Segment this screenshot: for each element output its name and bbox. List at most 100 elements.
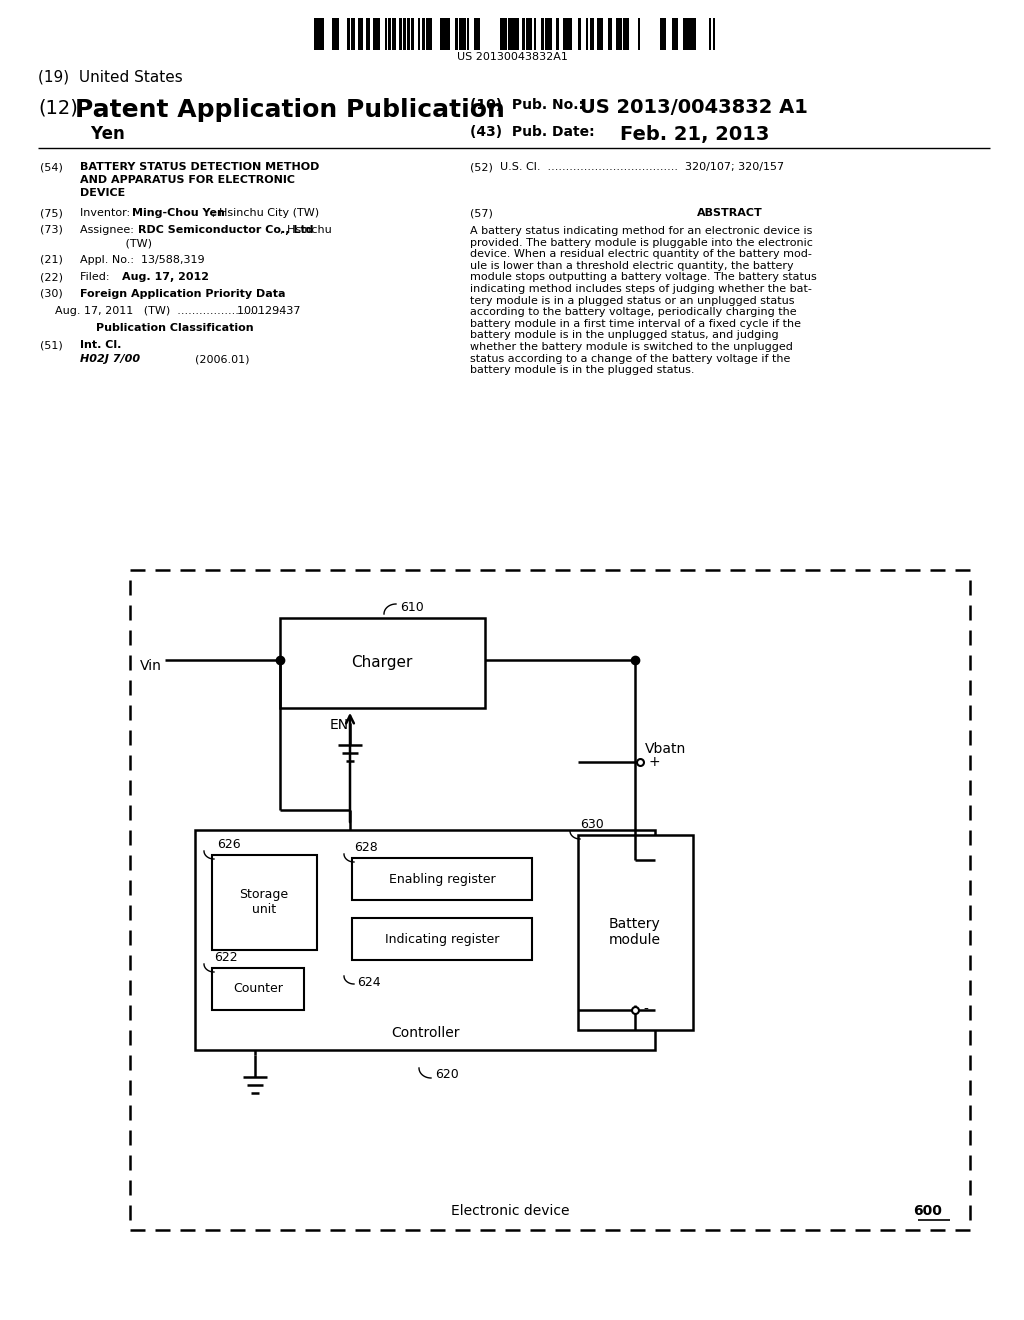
Text: Yen: Yen [68,125,125,143]
Bar [675,18,678,50]
Text: 622: 622 [214,950,238,964]
Bar [601,18,603,50]
Text: , Hsinchu: , Hsinchu [280,224,332,235]
Bar [541,18,544,50]
Bar [440,18,443,50]
Bar [578,836,693,1030]
Text: Enabling register: Enabling register [389,873,496,886]
Bar [672,18,676,50]
Bar [683,18,687,50]
Bar [313,18,316,50]
Bar [352,858,532,900]
Text: Patent Application Publication: Patent Application Publication [75,98,505,121]
Bar [463,18,466,50]
Text: Inventor:: Inventor: [80,209,137,218]
Bar [686,18,690,50]
Text: BATTERY STATUS DETECTION METHOD: BATTERY STATUS DETECTION METHOD [80,162,319,172]
Text: +: + [648,755,659,770]
Bar [627,18,629,50]
Text: (73): (73) [40,224,62,235]
Bar [522,18,525,50]
Bar [709,18,711,50]
Bar [333,18,336,50]
Bar [511,18,515,50]
Bar [130,570,970,1230]
Text: Feb. 21, 2013: Feb. 21, 2013 [620,125,769,144]
Bar [526,18,530,50]
Text: Electronic device: Electronic device [451,1204,569,1218]
Text: 610: 610 [400,601,424,614]
Text: RDC Semiconductor Co., Ltd: RDC Semiconductor Co., Ltd [138,224,313,235]
Bar [623,18,627,50]
Bar [467,18,469,50]
Text: 626: 626 [217,838,241,851]
Bar [422,18,425,50]
Text: ABSTRACT: ABSTRACT [697,209,763,218]
Bar [456,18,458,50]
Text: (52): (52) [470,162,493,172]
Bar [549,18,552,50]
Bar [377,18,380,50]
Text: (22): (22) [40,272,63,282]
Bar [615,18,620,50]
Bar [529,18,532,50]
Bar [508,18,511,50]
Text: Appl. No.:  13/588,319: Appl. No.: 13/588,319 [80,255,205,265]
Text: A battery status indicating method for an electronic device is
provided. The bat: A battery status indicating method for a… [470,226,817,375]
Bar [515,18,519,50]
Bar [317,18,322,50]
Text: 100129437: 100129437 [230,306,300,315]
Bar [474,18,478,50]
Text: 628: 628 [354,841,378,854]
Bar [597,18,601,50]
Text: (43)  Pub. Date:: (43) Pub. Date: [470,125,595,139]
Bar [351,18,355,50]
Bar [322,18,325,50]
Text: Counter: Counter [233,982,283,995]
Bar [429,18,432,50]
Text: (19)  United States: (19) United States [38,70,182,84]
Bar [534,18,536,50]
Text: Vin: Vin [140,659,162,673]
Bar [608,18,612,50]
Bar [586,18,588,50]
Bar [374,18,377,50]
Bar [403,18,406,50]
Text: Controller: Controller [391,1026,459,1040]
Text: Indicating register: Indicating register [385,932,499,945]
Bar [212,968,304,1010]
Bar [556,18,559,50]
Bar [392,18,396,50]
Text: DEVICE: DEVICE [80,187,125,198]
Text: 624: 624 [357,975,381,989]
Bar [665,18,667,50]
Text: 600: 600 [913,1204,942,1218]
Text: (2006.01): (2006.01) [160,354,250,364]
Text: Storage
unit: Storage unit [240,888,289,916]
Bar [567,18,571,50]
Text: US 2013/0043832 A1: US 2013/0043832 A1 [580,98,808,117]
Bar [195,830,655,1049]
Text: (57): (57) [470,209,493,218]
Bar [660,18,664,50]
Bar [444,18,449,50]
Text: 630: 630 [580,818,604,832]
Text: Aug. 17, 2011   (TW)  ...............................: Aug. 17, 2011 (TW) .....................… [55,306,290,315]
Bar [347,18,349,50]
Text: (54): (54) [40,162,62,172]
Text: (30): (30) [40,289,62,300]
Text: Int. Cl.: Int. Cl. [80,341,122,350]
Text: US 20130043832A1: US 20130043832A1 [457,51,567,62]
Bar [358,18,362,50]
Text: 620: 620 [435,1068,459,1081]
Text: (12): (12) [38,98,78,117]
Bar [399,18,402,50]
Bar [418,18,421,50]
Text: Charger: Charger [351,656,413,671]
Bar [447,18,450,50]
Bar [545,18,549,50]
Bar [336,18,339,50]
Text: -: - [643,1003,648,1016]
Text: (21): (21) [40,255,62,265]
Text: Filed:: Filed: [80,272,141,282]
